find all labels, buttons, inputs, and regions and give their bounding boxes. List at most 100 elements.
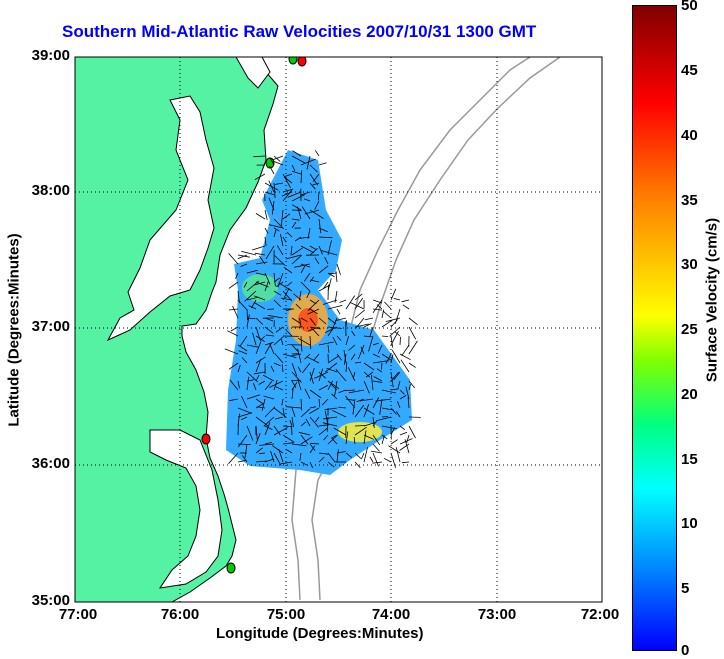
velocity-arrow bbox=[360, 346, 365, 355]
lon-tick-label: 77:00 bbox=[58, 606, 98, 623]
velocity-arrow bbox=[363, 371, 371, 378]
velocity-arrow bbox=[269, 166, 275, 175]
velocity-arrow bbox=[282, 442, 294, 445]
velocity-arrow bbox=[336, 263, 341, 275]
velocity-arrow bbox=[309, 389, 322, 399]
velocity-arrow bbox=[363, 380, 370, 394]
velocity-arrow bbox=[318, 456, 325, 463]
velocity-arrow bbox=[314, 150, 320, 157]
velocity-arrow bbox=[354, 361, 362, 364]
velocity-arrow bbox=[291, 194, 306, 202]
velocity-arrow bbox=[237, 434, 248, 448]
velocity-arrow bbox=[336, 308, 341, 315]
velocity-arrow bbox=[309, 445, 316, 454]
velocity-arrow bbox=[338, 389, 347, 393]
velocity-arrow bbox=[264, 406, 276, 418]
velocity-arrow bbox=[240, 263, 248, 267]
velocity-arrow bbox=[372, 420, 378, 427]
velocity-arrow bbox=[237, 254, 248, 259]
velocity-arrow bbox=[318, 424, 329, 427]
velocity-arrow bbox=[273, 229, 277, 238]
velocity-arrow bbox=[230, 326, 239, 332]
velocity-arrow bbox=[286, 281, 293, 287]
velocity-arrow bbox=[354, 309, 366, 319]
velocity-arrow bbox=[258, 380, 266, 385]
velocity-arrow bbox=[312, 173, 320, 182]
velocity-arrow bbox=[259, 335, 266, 341]
velocity-arrow bbox=[268, 180, 275, 193]
colorbar-tick: 10 bbox=[681, 515, 698, 532]
velocity-arrow bbox=[269, 342, 275, 355]
lon-tick-label: 74:00 bbox=[371, 606, 411, 623]
velocity-arrow bbox=[399, 353, 411, 361]
velocity-arrow bbox=[283, 266, 293, 274]
velocity-arrow bbox=[258, 452, 266, 455]
velocity-arrow bbox=[255, 447, 263, 454]
velocity-arrow bbox=[390, 371, 399, 382]
velocity-arrow bbox=[402, 304, 410, 310]
velocity-arrow bbox=[300, 245, 315, 254]
velocity-arrow bbox=[350, 302, 365, 310]
velocity-arrow bbox=[324, 256, 329, 265]
plot-frame bbox=[74, 56, 603, 603]
colorbar-tick: 35 bbox=[681, 192, 698, 209]
velocity-arrow bbox=[372, 353, 381, 358]
velocity-arrow bbox=[332, 409, 347, 418]
velocity-arrow bbox=[401, 299, 410, 303]
velocity-arrow bbox=[248, 305, 257, 310]
velocity-arrow bbox=[372, 416, 375, 429]
velocity-arrow bbox=[241, 357, 248, 364]
velocity-arrow bbox=[318, 317, 327, 325]
velocity-arrow bbox=[237, 443, 251, 445]
velocity-arrow bbox=[258, 255, 266, 265]
velocity-arrow bbox=[399, 438, 413, 445]
velocity-arrow bbox=[282, 188, 294, 202]
velocity-arrow bbox=[264, 272, 271, 285]
velocity-arrow bbox=[264, 227, 269, 234]
velocity-arrow bbox=[264, 326, 274, 334]
velocity-arrow bbox=[336, 449, 339, 463]
velocity-arrow bbox=[375, 398, 392, 402]
velocity-arrow bbox=[314, 371, 329, 379]
velocity-arrow bbox=[281, 398, 284, 406]
velocity-arrow bbox=[327, 329, 333, 337]
velocity-arrow bbox=[282, 287, 290, 301]
lat-tick-label: 37:00 bbox=[31, 318, 70, 335]
velocity-field bbox=[226, 150, 412, 475]
velocity-arrow bbox=[286, 449, 293, 454]
velocity-arrow bbox=[399, 443, 410, 451]
velocity-arrow bbox=[300, 421, 307, 427]
velocity-arrow bbox=[291, 247, 303, 256]
velocity-arrow bbox=[399, 425, 406, 431]
velocity-arrow bbox=[365, 371, 374, 378]
velocity-arrow bbox=[345, 395, 356, 409]
velocity-arrow bbox=[255, 261, 268, 265]
velocity-arrow bbox=[263, 395, 275, 400]
velocity-arrow bbox=[393, 371, 401, 381]
velocity-arrow bbox=[299, 191, 311, 196]
velocity-arrow bbox=[289, 419, 293, 427]
velocity-arrow bbox=[393, 298, 401, 301]
velocity-arrow bbox=[237, 412, 253, 418]
velocity-arrow bbox=[280, 297, 293, 301]
velocity-arrow bbox=[291, 416, 294, 428]
velocity-arrow bbox=[390, 439, 398, 445]
velocity-arrow bbox=[255, 398, 264, 405]
velocity-arrow bbox=[282, 173, 291, 189]
velocity-arrow bbox=[353, 436, 356, 445]
velocity-arrow bbox=[318, 162, 327, 166]
velocity-arrow bbox=[291, 155, 306, 164]
velocity-arrow bbox=[273, 452, 282, 466]
station-marker bbox=[226, 562, 236, 574]
velocity-arrow bbox=[327, 380, 340, 390]
velocity-arrow bbox=[300, 436, 313, 445]
velocity-arrow bbox=[377, 344, 383, 354]
velocity-arrow bbox=[321, 250, 338, 256]
velocity-arrow bbox=[379, 398, 383, 415]
velocity-arrow bbox=[348, 344, 356, 351]
velocity-arrow bbox=[327, 305, 343, 310]
velocity-arrow bbox=[399, 389, 405, 395]
colorbar-tick: 50 bbox=[681, 0, 698, 14]
velocity-arrow bbox=[299, 236, 311, 239]
velocity-arrow bbox=[295, 303, 302, 310]
